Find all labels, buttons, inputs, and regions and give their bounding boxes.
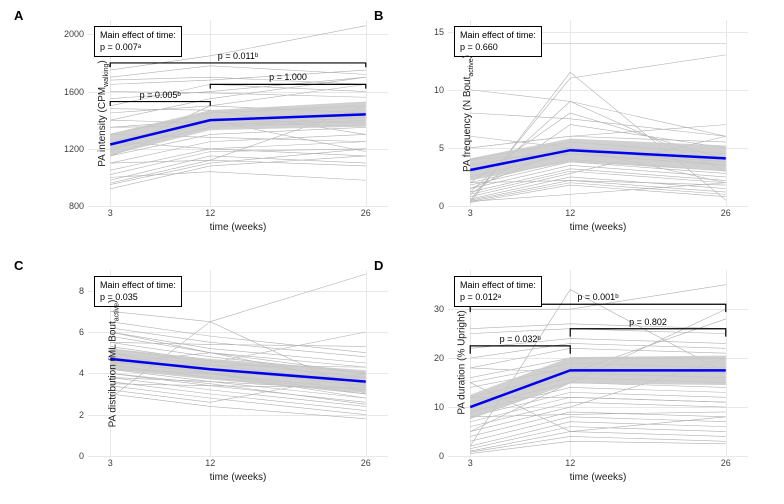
plot-area-D: 010203031226p = 0.032ᵇp = 0.001ᵇp = 0.80…: [448, 270, 748, 456]
x-tick: 12: [205, 206, 215, 218]
spaghetti-line: [470, 324, 726, 329]
plot-area-A: 80012001600200031226p = 0.005ᵇp = 0.011ᵇ…: [88, 20, 388, 206]
y-axis-title-C: PA distribution (ML Boutactive): [107, 300, 120, 428]
bracket-label: p = 0.011ᵇ: [218, 51, 259, 61]
bracket: [110, 63, 366, 67]
y-tick: 0: [54, 451, 88, 461]
x-axis-title-D: time (weeks): [448, 472, 748, 483]
y-tick: 10: [414, 85, 448, 95]
y-tick: 4: [54, 368, 88, 378]
x-axis-title-C: time (weeks): [88, 472, 388, 483]
y-tick: 1200: [54, 144, 88, 154]
panel-B: B05101531226Main effect of time:p = 0.66…: [400, 8, 752, 238]
spaghetti-line: [470, 432, 726, 452]
y-tick: 0: [414, 201, 448, 211]
y-tick: 1600: [54, 87, 88, 97]
x-tick: 3: [468, 206, 473, 218]
x-tick: 26: [721, 206, 731, 218]
panel-letter-B: B: [374, 8, 383, 23]
spaghetti-line: [110, 66, 366, 77]
info-box-A: Main effect of time:p = 0.007ᵃ: [94, 26, 182, 57]
bracket-label: p = 1.000: [269, 72, 307, 82]
bracket-label: p = 0.001ᵇ: [577, 292, 618, 302]
spaghetti-line: [470, 422, 726, 446]
spaghetti-line: [470, 441, 726, 453]
x-tick: 3: [468, 456, 473, 468]
spaghetti-line: [110, 172, 366, 181]
y-tick: 30: [414, 304, 448, 314]
y-tick: 800: [54, 201, 88, 211]
grid-h: [88, 206, 388, 207]
y-tick: 5: [414, 143, 448, 153]
y-tick: 6: [54, 327, 88, 337]
bracket-label: p = 0.032ᵇ: [500, 334, 541, 344]
panel-letter-C: C: [14, 258, 23, 273]
y-tick: 20: [414, 353, 448, 363]
y-tick: 2: [54, 410, 88, 420]
spaghetti-line: [470, 90, 726, 137]
x-tick: 12: [565, 456, 575, 468]
spaghetti-line: [470, 427, 726, 449]
y-tick: 15: [414, 27, 448, 37]
bracket-label: p = 0.802: [629, 317, 667, 327]
x-tick: 26: [361, 206, 371, 218]
y-tick: 0: [414, 451, 448, 461]
x-tick: 3: [108, 206, 113, 218]
spaghetti-line: [110, 342, 366, 346]
spaghetti-line: [110, 156, 366, 189]
spaghetti-line: [470, 436, 726, 452]
x-tick: 26: [361, 456, 371, 468]
x-axis-title-A: time (weeks): [88, 222, 388, 233]
y-tick: 2000: [54, 29, 88, 39]
x-tick: 3: [108, 456, 113, 468]
panel-D: D010203031226p = 0.032ᵇp = 0.001ᵇp = 0.8…: [400, 258, 752, 488]
plot-area-B: 05101531226Main effect of time:p = 0.660: [448, 20, 748, 206]
y-tick: 8: [54, 286, 88, 296]
panel-C: C0246831226Main effect of time:p = 0.035…: [40, 258, 392, 488]
panel-letter-A: A: [14, 8, 23, 23]
x-axis-title-B: time (weeks): [448, 222, 748, 233]
y-axis-title-D: PA duration (% Upright): [457, 310, 468, 414]
grid-h: [448, 206, 748, 207]
x-tick: 26: [721, 456, 731, 468]
ci-band: [470, 356, 726, 420]
spaghetti-line: [470, 402, 726, 426]
panel-A: A80012001600200031226p = 0.005ᵇp = 0.011…: [40, 8, 392, 238]
y-tick: 10: [414, 402, 448, 412]
x-tick: 12: [565, 206, 575, 218]
spaghetti-line: [470, 113, 726, 136]
y-axis-title-A: PA intensity (CPMwalking): [97, 60, 110, 167]
plot-area-C: 0246831226Main effect of time:p = 0.035: [88, 270, 388, 456]
info-box-D: Main effect of time:p = 0.012ᵃ: [454, 276, 542, 307]
bracket-label: p = 0.005ᵇ: [140, 90, 181, 100]
grid-h: [448, 456, 748, 457]
x-tick: 12: [205, 456, 215, 468]
figure-root: A80012001600200031226p = 0.005ᵇp = 0.011…: [0, 0, 784, 504]
info-box-B: Main effect of time:p = 0.660: [454, 26, 542, 57]
grid-h: [88, 456, 388, 457]
y-axis-title-B: PA frequency (N Boutactive): [462, 55, 475, 172]
panel-letter-D: D: [374, 258, 383, 273]
